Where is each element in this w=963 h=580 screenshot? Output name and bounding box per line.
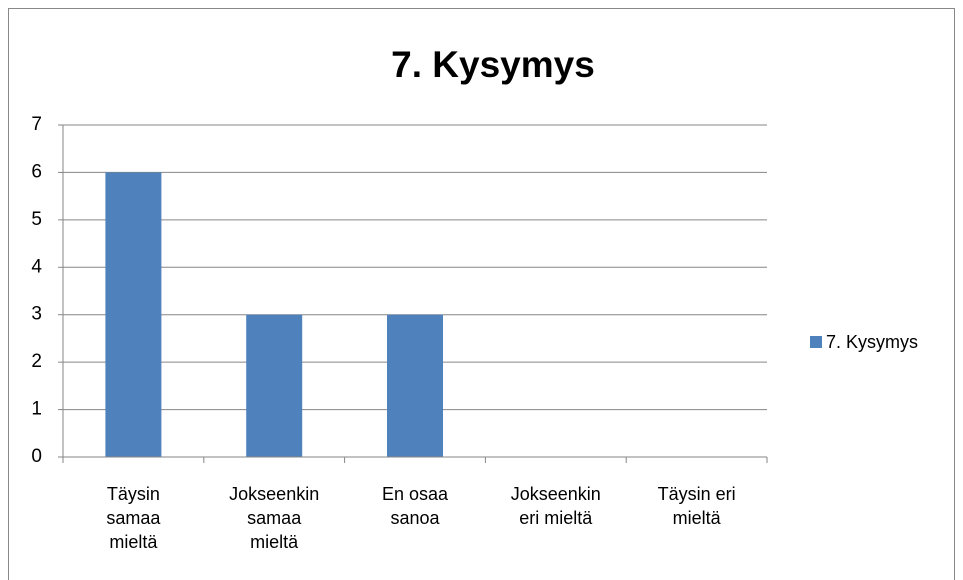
y-tick-label: 3: [31, 304, 42, 325]
bar: [105, 172, 162, 457]
x-tick-label: En osaa sanoa: [381, 484, 449, 528]
chart-border: [8, 8, 955, 580]
y-tick-label: 5: [31, 209, 42, 230]
y-tick-label: 0: [31, 446, 42, 467]
x-tick-label: Jokseenkin samaa mieltä: [229, 484, 320, 552]
bar: [246, 314, 303, 457]
y-tick-label: 4: [31, 256, 42, 277]
chart-title: 7. Kysymys: [391, 44, 595, 85]
bar: [387, 314, 443, 457]
y-tick-label: 1: [31, 399, 42, 420]
legend-label: 7. Kysymys: [826, 332, 918, 352]
x-tick-label: Täysin eri mieltä: [657, 484, 736, 528]
x-tick-label: Täysin samaa mieltä: [106, 484, 161, 552]
y-tick-label: 6: [31, 161, 42, 182]
y-tick-label: 7: [31, 114, 42, 135]
x-tick-label: Jokseenkin eri mieltä: [510, 484, 601, 528]
legend-swatch: [810, 336, 822, 348]
y-tick-label: 2: [31, 351, 42, 372]
